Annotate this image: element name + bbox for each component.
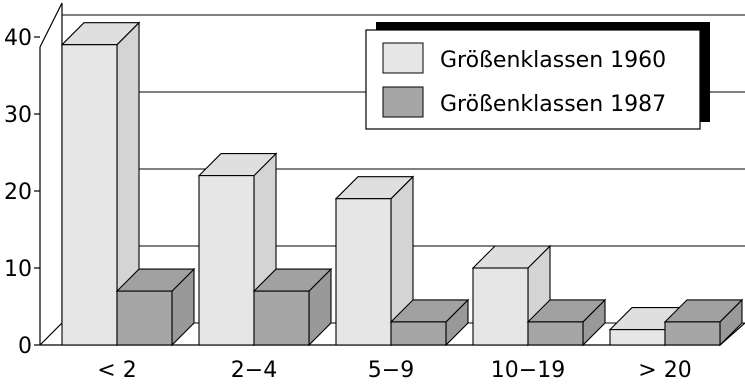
legend-swatch-1987 [382, 86, 424, 118]
y-tick-label: 20 [4, 180, 32, 205]
y-tick-labels: 0 10 20 30 40 [4, 26, 32, 359]
y-tick-label: 40 [4, 26, 32, 51]
x-tick-label: < 2 [97, 358, 136, 383]
bars [60, 21, 744, 347]
legend-label-1960: Größenklassen 1960 [440, 48, 666, 73]
bar-1960-2 [334, 175, 415, 347]
bar-1987-0 [115, 267, 196, 347]
bar-1987-4 [663, 298, 744, 347]
y-tick-label: 0 [18, 334, 32, 359]
x-tick-label: 10−19 [491, 358, 565, 383]
x-tick-label: 5−9 [368, 358, 414, 383]
axis-depth-bottom [39, 322, 63, 346]
legend: Größenklassen 1960 Größenklassen 1987 [365, 22, 710, 130]
y-tick-label: 30 [4, 103, 32, 128]
legend-swatch-1960 [382, 42, 424, 74]
y-tick-label: 10 [4, 257, 32, 282]
bar-1987-1 [252, 267, 333, 347]
bar-1987-2 [389, 298, 470, 347]
legend-label-1987: Größenklassen 1987 [440, 92, 666, 117]
x-tick-label: 2−4 [231, 358, 277, 383]
x-tick-label: > 20 [638, 358, 691, 383]
bar-1960-0 [60, 21, 141, 347]
axis-depth-top [39, 2, 63, 48]
bar-1987-3 [526, 298, 607, 347]
x-tick-labels: < 2 2−4 5−9 10−19 > 20 [97, 358, 691, 383]
